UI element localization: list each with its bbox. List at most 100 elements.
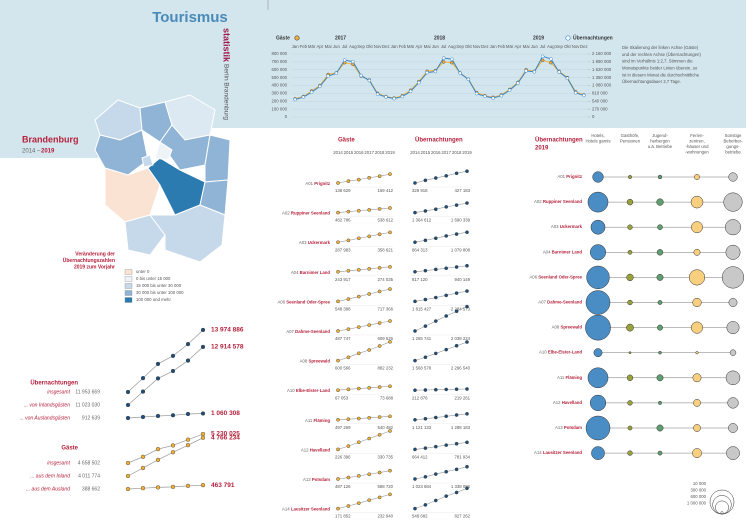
x-tick-label: Apr [317,44,324,49]
map-legend-title: Veränderung der [75,251,115,257]
district [94,129,149,176]
point [454,291,459,295]
point [140,454,146,459]
point [444,494,449,498]
legend-marker [294,35,300,41]
point [454,171,459,176]
value-label: 548 388 [335,307,351,312]
value-label: 940 149 [454,277,470,282]
region-code: A13 [555,425,563,430]
sparkline [414,388,468,391]
value-label: 1 079 808 [451,247,471,252]
point [441,60,446,64]
y-tick-label: 200 000 [271,98,287,103]
point [200,431,206,437]
point [454,232,459,236]
value-label: 243 917 [335,277,351,282]
region-label: A04 Barnimer Land [543,249,583,254]
region-name: Prignitz [566,174,582,179]
value-label: 1 023 684 [412,484,432,489]
y2-tick-label: 1 080 000 [592,83,612,88]
region-name: Elbe-Elster-Land [548,350,583,355]
point [200,344,206,350]
point [392,96,396,101]
value-label: 548 682 [412,514,428,519]
sparkline [414,265,468,273]
point [346,269,351,273]
point [377,470,382,475]
point [454,413,459,417]
value-label: 482 786 [335,218,351,223]
year-label: 2017 [364,150,374,155]
point [155,447,161,452]
point [433,207,438,212]
bubble [627,400,633,406]
point [185,341,191,347]
value-label: 1 265 741 [412,336,432,341]
year-label: 2018 [452,150,462,155]
point [377,385,382,389]
legend-swatch [124,283,133,289]
region-code: A08 [552,325,560,330]
sparkline [337,430,391,450]
region-name: Uckermark [560,224,583,229]
value-label: 232 940 [377,514,393,519]
point [185,443,191,448]
region-label: A10 Elbe-Elster-Land [539,350,582,355]
point [356,351,361,356]
bubble [691,221,703,234]
y-tick-label: 800 000 [271,51,287,56]
point [185,483,191,488]
x-tick-label: Mai [424,44,431,49]
sparkline [337,288,391,302]
point [483,94,487,99]
bubble [725,370,741,386]
region-name: Seenland Oder-Spree [538,275,582,280]
point [466,77,471,82]
value-label: 330 735 [377,455,393,460]
sparkline [414,202,468,213]
size-legend-label: 10 000 [693,481,707,486]
bubble [726,321,740,335]
point [356,177,361,182]
bubble [591,446,605,460]
point [346,387,351,392]
point [388,319,392,323]
point [346,417,351,421]
x-tick-label: Okt [564,44,571,49]
point [454,203,459,207]
value-label: 600 566 [335,366,351,371]
region-code: A12 [553,400,561,405]
region-label: A08 Spreewald [300,359,331,364]
value-label: 912 639 [82,415,100,421]
point [301,95,306,99]
point [549,60,553,65]
bubble [692,373,702,383]
point [441,56,446,60]
point [367,267,372,271]
region-label: A10 Elbe-Elster-Land [287,388,330,393]
brand-sub: Berlin Brandenburg [222,64,229,120]
region-label: A03 Uckermark [299,240,331,245]
point [377,495,382,500]
point [336,388,340,393]
point [413,388,417,393]
point [293,97,297,102]
bubble [728,172,738,182]
point [465,412,469,416]
bubble [688,269,706,286]
bubble [657,174,663,180]
point [377,207,382,211]
point [465,263,469,268]
x-tick-label: Nov [572,44,580,49]
bubble [727,397,739,409]
point [155,413,161,419]
trend-line [127,437,204,477]
bubble [728,423,738,433]
bubble [690,195,704,209]
value-label: 1 815 427 [412,307,432,312]
y-tick-label: 300 000 [271,91,287,96]
legend-label: Gäste [276,35,290,41]
region-label: A12 Havelland [553,400,583,405]
point [336,181,340,185]
